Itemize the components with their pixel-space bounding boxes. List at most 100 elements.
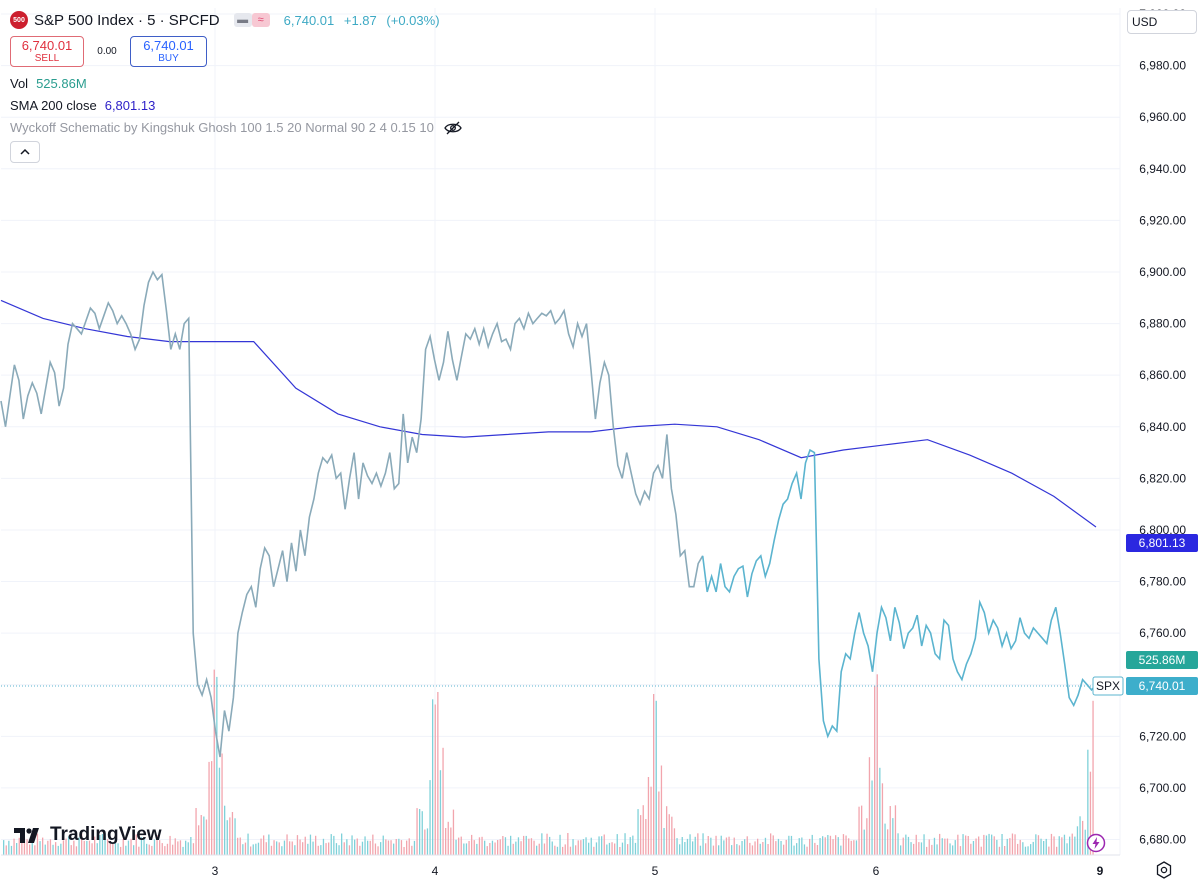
sma-value: 6,801.13	[104, 98, 156, 113]
volume-bar	[507, 845, 509, 855]
volume-bar	[34, 845, 36, 855]
volume-bar	[632, 835, 634, 855]
y-tick-label: 6,720.00	[1139, 729, 1186, 743]
wyckoff-indicator[interactable]: Wyckoff Schematic by Kingshuk Ghosh 100 …	[10, 117, 462, 139]
volume-bar	[44, 844, 46, 855]
volume-bar	[835, 835, 837, 855]
volume-bar	[723, 840, 725, 855]
volume-bar	[946, 838, 949, 855]
volume-bar	[497, 840, 499, 855]
volume-bar	[686, 838, 689, 855]
approx-chip-icon[interactable]: ≈	[251, 13, 270, 27]
time-axis[interactable]: 3 4 5 6 9	[212, 864, 1104, 878]
volume-bar	[538, 843, 540, 855]
volume-label: Vol	[10, 76, 29, 91]
volume-bar	[83, 840, 85, 855]
tradingview-logo[interactable]: TradingView	[14, 824, 162, 846]
volume-bar	[827, 835, 829, 855]
volume-bar	[120, 846, 122, 855]
volume-bar	[871, 780, 873, 855]
symbol-row[interactable]: 500 S&P 500 Index · 5 · SPCFD ▬ ≈ 6,740.…	[10, 8, 462, 32]
volume-bar	[590, 837, 592, 855]
volume-bar	[1053, 836, 1055, 855]
volume-bar	[322, 838, 325, 855]
volume-bar	[577, 840, 579, 855]
volume-bar	[177, 841, 179, 855]
volume-bar	[580, 840, 582, 855]
volume-bar	[790, 835, 793, 855]
volume-bar	[736, 844, 738, 855]
volume-bar	[939, 833, 941, 855]
volume-bar	[931, 844, 933, 855]
volume-bar	[894, 805, 897, 855]
volume-bar	[861, 805, 863, 855]
volume-bar	[725, 837, 728, 855]
volume-bar	[283, 840, 286, 855]
volume-bar	[517, 837, 520, 855]
volume-bar	[1084, 829, 1086, 855]
lightning-icon[interactable]	[1086, 833, 1106, 853]
volume-bar	[601, 836, 603, 855]
price-axis[interactable]: 7,000.006,980.006,960.006,940.006,920.00…	[1139, 7, 1186, 847]
volume-bar	[385, 839, 387, 855]
volume-bar	[315, 835, 317, 855]
volume-bar	[10, 845, 13, 855]
volume-bar	[348, 845, 351, 855]
volume-bar	[127, 840, 130, 855]
volume-bar	[502, 836, 504, 855]
volume-bar	[465, 843, 468, 855]
volume-bar	[993, 836, 995, 855]
buy-button[interactable]: 6,740.01 BUY	[130, 36, 207, 67]
collapse-legend-button[interactable]	[10, 141, 40, 163]
volume-bar	[1014, 834, 1016, 855]
x-tick-label: 6	[873, 864, 880, 878]
settings-icon[interactable]	[1154, 860, 1174, 880]
volume-bar	[5, 845, 7, 855]
volume-bar	[247, 833, 249, 855]
volume-bar	[603, 834, 605, 855]
volume-bar	[434, 704, 436, 855]
sell-button[interactable]: 6,740.01 SELL	[10, 36, 84, 67]
volume-bar	[192, 843, 195, 855]
volume-bar	[1069, 836, 1071, 855]
volume-bar	[627, 844, 629, 855]
volume-bar	[504, 837, 507, 855]
volume-indicator[interactable]: Vol 525.86M	[10, 73, 462, 95]
volume-bar	[876, 674, 878, 855]
volume-bar	[351, 835, 353, 855]
volume-bar	[65, 838, 67, 855]
volume-bar	[31, 833, 33, 855]
volume-bar	[918, 842, 920, 855]
volume-bar	[57, 845, 59, 855]
volume-bar	[494, 842, 496, 855]
minus-chip-icon[interactable]: ▬	[233, 13, 252, 27]
volume-bar	[811, 834, 813, 855]
volume-bar	[364, 836, 366, 855]
y-tick-label: 6,780.00	[1139, 575, 1186, 589]
volume-bar	[49, 839, 52, 855]
volume-bar	[377, 846, 379, 855]
volume-bar	[151, 845, 153, 855]
volume-bar	[892, 818, 894, 855]
volume-bar	[554, 845, 556, 855]
volume-bar	[335, 843, 338, 855]
volume-bar	[442, 747, 444, 855]
volume-bar	[13, 838, 15, 855]
volume-bar	[413, 840, 416, 855]
price-change: +1.87	[343, 12, 377, 28]
eye-off-icon[interactable]	[444, 121, 462, 135]
volume-bar	[996, 839, 998, 855]
tradingview-logo-text: TradingView	[50, 824, 162, 845]
symbol-title[interactable]: S&P 500 Index · 5 · SPCFD	[34, 11, 220, 29]
volume-bar	[406, 840, 408, 855]
volume-bar	[699, 845, 702, 855]
volume-bar	[338, 845, 340, 855]
volume-bar	[73, 840, 75, 855]
volume-bar	[231, 812, 234, 855]
volume-bar	[237, 837, 239, 855]
volume-bar	[749, 842, 751, 855]
sma-indicator[interactable]: SMA 200 close 6,801.13	[10, 95, 462, 117]
currency-selector[interactable]: USD	[1127, 10, 1197, 34]
volume-bar	[484, 840, 486, 855]
